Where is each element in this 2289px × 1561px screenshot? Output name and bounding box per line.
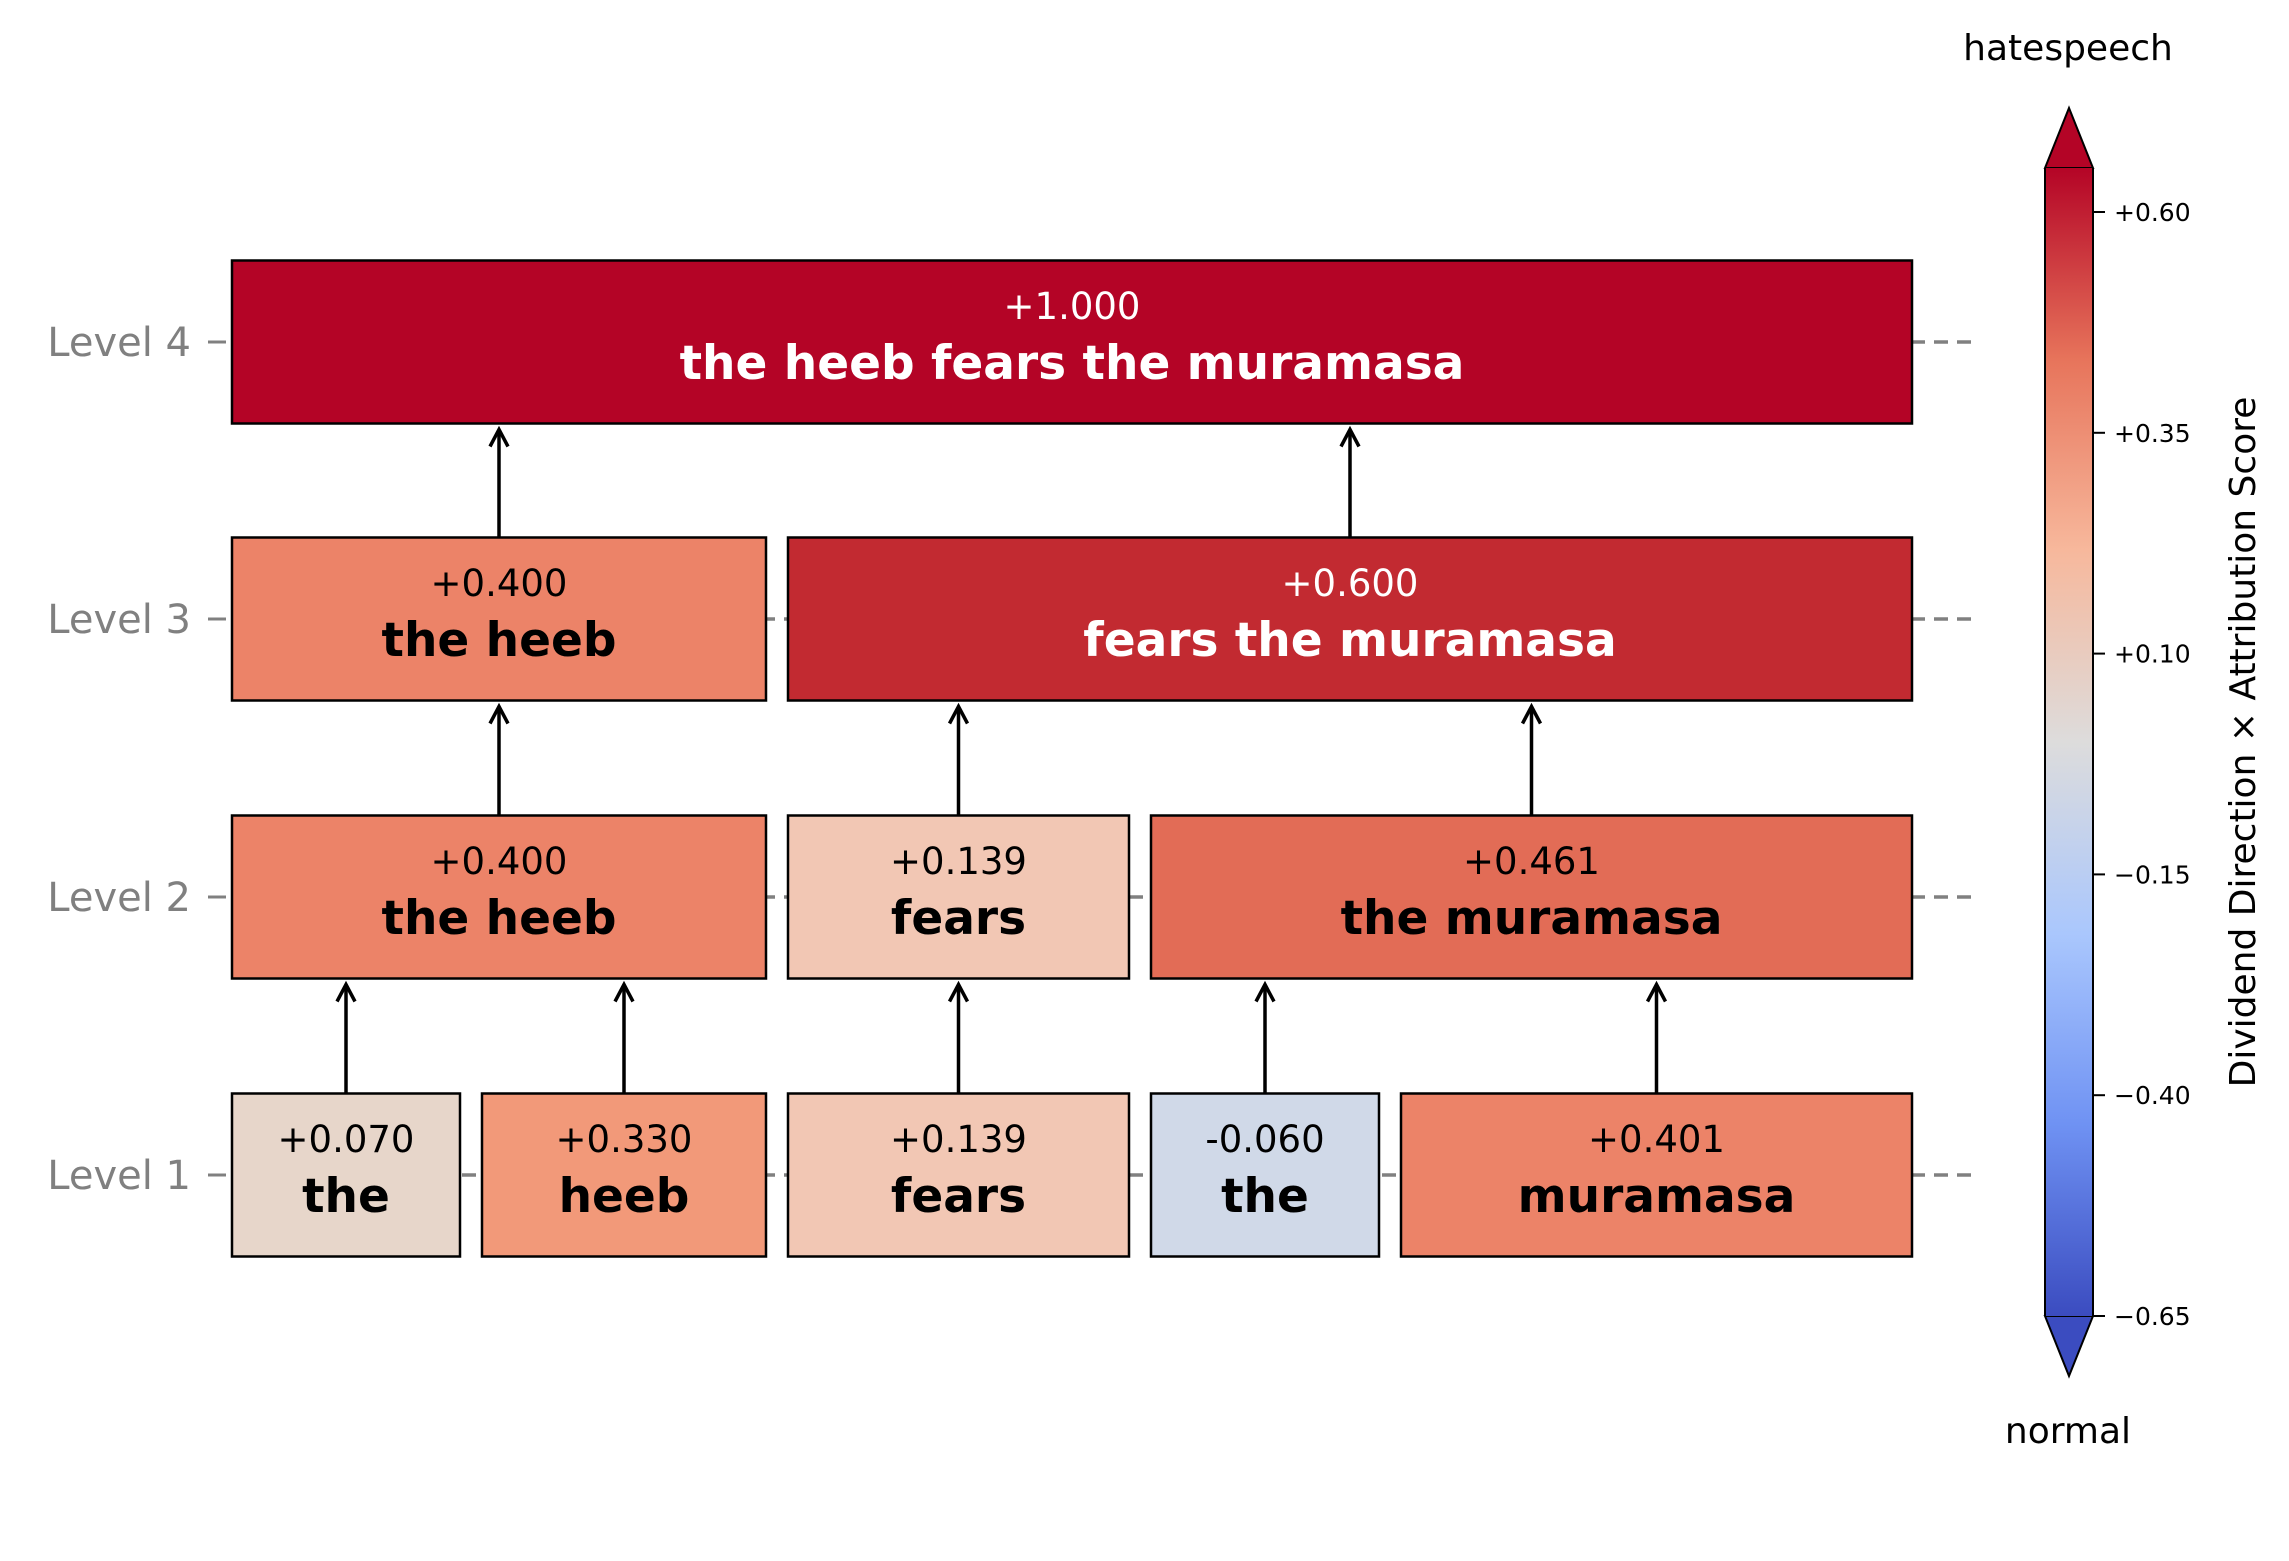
span-node-box [230,259,1914,425]
span-node-box [786,1092,1131,1258]
edge-arrows [335,425,1668,1094]
level-guide-lines [232,340,1972,1177]
span-node-text: fears [891,891,1026,946]
span-node-l1-fears: +0.139 fears [786,1092,1131,1258]
span-node-text: the heeb [381,613,616,668]
span-node-box [786,814,1131,980]
span-node-score: +0.139 [890,840,1027,883]
span-node-text: the [1221,1169,1309,1224]
span-node-score: -0.060 [1205,1118,1324,1161]
span-node-l1-the-1: +0.070 the [230,1092,462,1258]
span-node-score: +1.000 [1004,285,1141,328]
span-node-box [1149,1092,1381,1258]
colorbar-tick-label: −0.40 [2114,1081,2191,1110]
span-node-l3-fears-the-muramasa: +0.600 fears the muramasa [786,536,1914,702]
span-node-box [230,1092,462,1258]
span-node-l3-the-heeb: +0.400 the heeb [230,536,768,702]
span-node-l1-the-2: -0.060 the [1149,1092,1381,1258]
span-node-text: fears the muramasa [1083,613,1616,668]
level-label: Level 1 [47,1153,191,1199]
span-node-score: +0.139 [890,1118,1027,1161]
span-node-text: the [302,1169,390,1224]
edge-arrow [947,702,970,816]
level-label: Level 4 [47,320,191,366]
colorbar-bottom-label: normal [2005,1411,2131,1452]
edge-arrow [488,425,510,538]
edge-arrow [335,980,357,1094]
colorbar-extend-bottom [2043,1315,2095,1379]
edge-arrow [613,980,635,1094]
span-node-box [1399,1092,1914,1258]
span-node-l2-the-muramasa: +0.461 the muramasa [1149,814,1914,980]
edge-arrow [947,980,970,1094]
colorbar-tick-label: −0.15 [2114,860,2191,889]
span-node-box [1149,814,1914,980]
span-node-box [480,1092,768,1258]
colorbar-tick-label: +0.10 [2114,640,2191,669]
span-node-text: the muramasa [1341,891,1723,946]
colorbar-tick-label: +0.60 [2114,198,2191,227]
colorbar-top-label: hatespeech [1963,28,2173,69]
span-node-text: the heeb [381,891,616,946]
colorbar-tick-label: −0.65 [2114,1302,2191,1331]
colorbar-extend-top [2043,105,2095,169]
colorbar-gradient [2045,168,2093,1316]
span-node-text: muramasa [1518,1169,1796,1224]
span-node-box [230,536,768,702]
span-node-l2-fears: +0.139 fears [786,814,1131,980]
span-node-score: +0.461 [1463,840,1600,883]
span-node-score: +0.070 [278,1118,415,1161]
level-label: Level 3 [47,597,191,643]
span-node-text: fears [891,1169,1026,1224]
span-node-score: +0.330 [556,1118,693,1161]
span-node-box [230,814,768,980]
span-nodes: +0.070the+0.330heeb+0.139fears-0.060the+… [230,259,1914,1258]
span-node-text: the heeb fears the muramasa [680,336,1465,391]
edge-arrow [1339,425,1361,538]
level-axis: Level 1 Level 2 Level 3 Level 4 [47,320,226,1199]
level-label: Level 2 [47,875,191,921]
colorbar-axis-label: Dividend Direction × Attribution Score [2223,397,2264,1088]
span-node-score: +0.600 [1282,562,1419,605]
edge-arrow [1645,980,1668,1094]
colorbar: hatespeech normal +0.60 +0.35 +0.10 −0.15 −0… [1963,28,2264,1452]
edge-arrow [1520,702,1543,816]
span-node-l2-the-heeb: +0.400 the heeb [230,814,768,980]
span-node-score: +0.400 [431,840,568,883]
span-node-score: +0.401 [1588,1118,1725,1161]
colorbar-ticks: +0.60 +0.35 +0.10 −0.15 −0.40 −0.65 [2093,198,2191,1331]
edge-arrow [1254,980,1276,1094]
span-node-score: +0.400 [431,562,568,605]
colorbar-tick-label: +0.35 [2114,419,2191,448]
span-node-l1-muramasa: +0.401 muramasa [1399,1092,1914,1258]
span-node-box [786,536,1914,702]
span-node-l4-full: +1.000 the heeb fears the muramasa [230,259,1914,425]
span-node-l1-heeb: +0.330 heeb [480,1092,768,1258]
edge-arrow [488,702,510,816]
span-node-text: heeb [559,1169,690,1224]
